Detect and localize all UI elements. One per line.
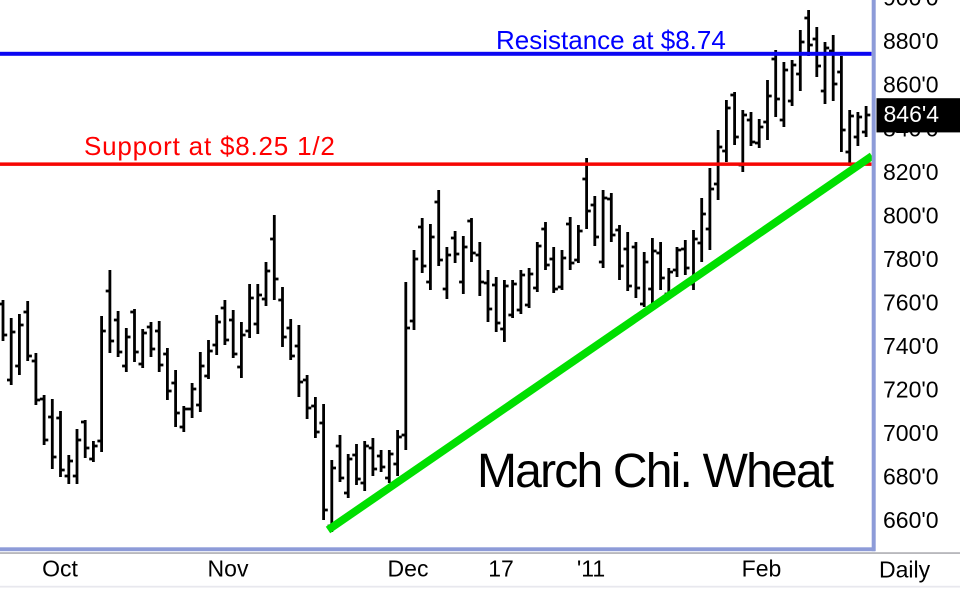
svg-text:660'0: 660'0 [883, 507, 939, 533]
svg-text:700'0: 700'0 [883, 420, 939, 446]
svg-text:Dec: Dec [388, 556, 429, 582]
svg-text:Feb: Feb [742, 556, 782, 582]
svg-text:846'4: 846'4 [884, 101, 940, 127]
svg-text:860'0: 860'0 [883, 72, 939, 98]
svg-text:Support at $8.25 1/2: Support at $8.25 1/2 [84, 131, 336, 161]
svg-text:800'0: 800'0 [883, 202, 939, 228]
svg-text:Nov: Nov [208, 556, 249, 582]
svg-text:880'0: 880'0 [883, 28, 939, 54]
svg-text:680'0: 680'0 [883, 464, 939, 490]
svg-text:Oct: Oct [42, 556, 78, 582]
svg-text:'11: '11 [577, 556, 605, 582]
svg-text:760'0: 760'0 [883, 289, 939, 315]
svg-text:740'0: 740'0 [883, 333, 939, 359]
svg-text:820'0: 820'0 [883, 159, 939, 185]
svg-text:Daily: Daily [879, 557, 931, 583]
svg-text:780'0: 780'0 [883, 246, 939, 272]
svg-text:March Chi. Wheat: March Chi. Wheat [477, 445, 834, 498]
svg-text:17: 17 [488, 556, 514, 582]
svg-text:720'0: 720'0 [883, 377, 939, 403]
svg-text:Resistance at $8.74: Resistance at $8.74 [496, 25, 726, 55]
svg-text:900'0: 900'0 [883, 0, 939, 11]
